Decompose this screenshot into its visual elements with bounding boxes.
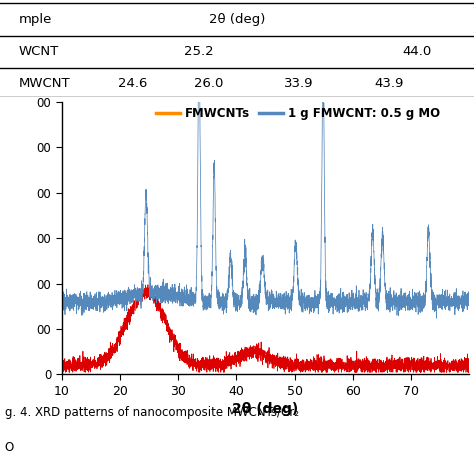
Text: WCNT: WCNT: [19, 46, 59, 58]
Text: 43.9: 43.9: [374, 77, 403, 90]
X-axis label: 2θ (deg): 2θ (deg): [232, 402, 299, 416]
Text: mple: mple: [19, 13, 52, 26]
Legend: FMWCNTs, 1 g FMWCNT: 0.5 g MO: FMWCNTs, 1 g FMWCNT: 0.5 g MO: [152, 102, 445, 125]
Text: 24.6: 24.6: [118, 77, 147, 90]
Text: O: O: [5, 441, 14, 454]
Text: 2θ (deg): 2θ (deg): [209, 13, 265, 26]
Text: 26.0: 26.0: [194, 77, 223, 90]
Text: MWCNT: MWCNT: [19, 77, 71, 90]
Text: 33.9: 33.9: [284, 77, 313, 90]
Text: 25.2: 25.2: [184, 46, 214, 58]
Text: g. 4. XRD patterns of nanocomposite MWCNTs/Cr₂: g. 4. XRD patterns of nanocomposite MWCN…: [5, 406, 299, 419]
Text: 44.0: 44.0: [402, 46, 432, 58]
